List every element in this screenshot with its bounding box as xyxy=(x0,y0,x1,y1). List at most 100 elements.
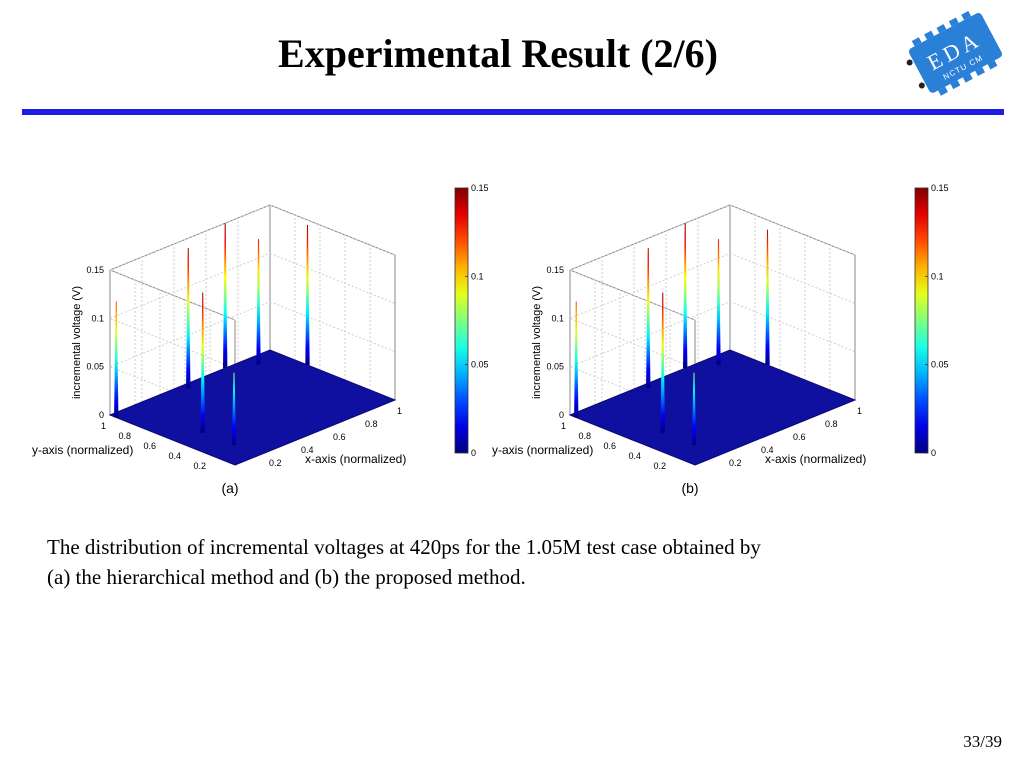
z-grid-line xyxy=(569,366,696,418)
colorbar-tick-label: 0.1 xyxy=(931,271,944,281)
x-tick-label: 0.6 xyxy=(793,432,806,442)
z-grid-line xyxy=(729,204,856,256)
z-tick-label: 0.05 xyxy=(86,362,104,372)
voltage-peak xyxy=(646,248,651,389)
title-rule xyxy=(22,109,1004,115)
figure-caption: The distribution of incremental voltages… xyxy=(47,532,947,592)
colorbar-tick-label: 0.05 xyxy=(931,360,949,370)
x-axis-label: x-axis (normalized) xyxy=(765,452,866,466)
peaks xyxy=(114,223,310,446)
voltage-peak xyxy=(765,229,770,365)
y-tick-label: 0.2 xyxy=(653,461,666,471)
z-grid-line xyxy=(569,317,696,369)
z-tick-label: 0.15 xyxy=(546,265,564,275)
voltage-peak xyxy=(200,292,205,433)
y-tick-label: 0.4 xyxy=(168,451,181,461)
y-tick-label: 1 xyxy=(101,421,106,431)
colorbar-tick-label: 0.1 xyxy=(471,271,484,281)
colorbar-tick-label: 0.05 xyxy=(471,360,489,370)
x-axis-label: x-axis (normalized) xyxy=(305,452,406,466)
y-tick-label: 0.8 xyxy=(578,431,591,441)
panel-label: (a) xyxy=(221,480,238,496)
z-grid-line xyxy=(109,301,271,368)
chart-panel-a: 0 0.05 0.1 0.15 incremental voltage (V) 0.2 0.… xyxy=(30,180,500,500)
z-grid-line xyxy=(269,204,396,256)
y-tick-label: 1 xyxy=(561,421,566,431)
y-tick-label: 0.8 xyxy=(118,431,131,441)
colorbar-tick-label: 0 xyxy=(471,448,476,458)
y-axis: 0.2 0.4 0.6 0.8 1 y-axis (normalized) xyxy=(492,421,666,471)
voltage-peak xyxy=(223,223,228,369)
voltage-peak xyxy=(683,223,688,369)
slide-title: Experimental Result (2/6) xyxy=(278,31,718,76)
x-tick-label: 0.2 xyxy=(269,458,282,468)
z-grid-line xyxy=(109,317,236,369)
caption-line-1: The distribution of incremental voltages… xyxy=(47,535,761,559)
z-grid-line xyxy=(109,204,271,271)
x-tick-label: 0.6 xyxy=(333,432,346,442)
voltage-peak xyxy=(716,239,721,365)
y-axis-label: y-axis (normalized) xyxy=(32,443,133,457)
z-tick-label: 0.1 xyxy=(551,313,564,323)
z-axis-label: incremental voltage (V) xyxy=(71,286,83,399)
z-tick-label: 0.15 xyxy=(86,265,104,275)
voltage-peak xyxy=(574,301,579,418)
x-tick-label: 0.4 xyxy=(761,445,774,455)
x-tick-label: 0.8 xyxy=(365,419,378,429)
peaks xyxy=(574,223,770,446)
x-axis: 0.2 0.4 0.6 0.8 1 x-axis (normalized) xyxy=(269,406,406,468)
z-grid-line xyxy=(109,252,271,319)
colorbar-tick-label: 0.15 xyxy=(471,183,489,193)
voltage-peak xyxy=(305,224,310,365)
voltage-peak xyxy=(691,372,697,446)
z-grid-line xyxy=(269,301,396,353)
y-tick-label: 0.6 xyxy=(143,441,156,451)
y-tick-label: 0.4 xyxy=(628,451,641,461)
colorbar-tick-label: 0.15 xyxy=(931,183,949,193)
panel-label: (b) xyxy=(681,480,698,496)
voltage-peak xyxy=(660,292,665,433)
colorbar: 0 0.05 0.1 0.15 xyxy=(454,183,489,458)
z-tick-label: 0.05 xyxy=(546,362,564,372)
colorbar-tick-label: 0 xyxy=(931,448,936,458)
x-axis: 0.2 0.4 0.6 0.8 1 x-axis (normalized) xyxy=(729,406,866,468)
surface-floor xyxy=(568,349,857,466)
chart-panel-b: 0 0.05 0.1 0.15 incremental voltage (V) 0.2 0.… xyxy=(490,180,960,500)
colorbar-gradient xyxy=(454,187,469,454)
z-grid-line xyxy=(109,269,236,321)
z-axis-label: incremental voltage (V) xyxy=(531,286,543,399)
z-grid-line xyxy=(729,301,856,353)
z-grid-line xyxy=(109,366,236,418)
caption-line-2: (a) the hierarchical method and (b) the … xyxy=(47,565,526,589)
z-axis: 0 0.05 0.1 0.15 incremental voltage (V) xyxy=(71,265,104,420)
voltage-peak xyxy=(114,301,119,418)
colorbar-gradient xyxy=(914,187,929,454)
x-tick-label: 1 xyxy=(857,406,862,416)
z-grid-line xyxy=(569,269,696,321)
z-grid-line xyxy=(569,204,731,271)
voltage-peak xyxy=(231,372,237,446)
z-grid-line xyxy=(729,252,856,304)
voltage-peak xyxy=(256,239,261,365)
z-tick-label: 0 xyxy=(99,410,104,420)
voltage-peak xyxy=(186,248,191,389)
z-grid-line xyxy=(269,252,396,304)
surface-floor xyxy=(108,349,397,466)
back-walls xyxy=(569,204,856,466)
y-axis-label: y-axis (normalized) xyxy=(492,443,593,457)
x-tick-label: 0.4 xyxy=(301,445,314,455)
page-number: 33/39 xyxy=(963,732,1002,751)
z-grid-line xyxy=(569,252,731,319)
x-tick-label: 1 xyxy=(397,406,402,416)
z-tick-label: 0.1 xyxy=(91,313,104,323)
z-axis: 0 0.05 0.1 0.15 incremental voltage (V) xyxy=(531,265,564,420)
colorbar: 0 0.05 0.1 0.15 xyxy=(914,183,949,458)
y-tick-label: 0.6 xyxy=(603,441,616,451)
z-tick-label: 0 xyxy=(559,410,564,420)
x-tick-label: 0.2 xyxy=(729,458,742,468)
eda-logo: EDA NCTU CM xyxy=(900,0,1010,110)
x-tick-label: 0.8 xyxy=(825,419,838,429)
y-tick-label: 0.2 xyxy=(193,461,206,471)
